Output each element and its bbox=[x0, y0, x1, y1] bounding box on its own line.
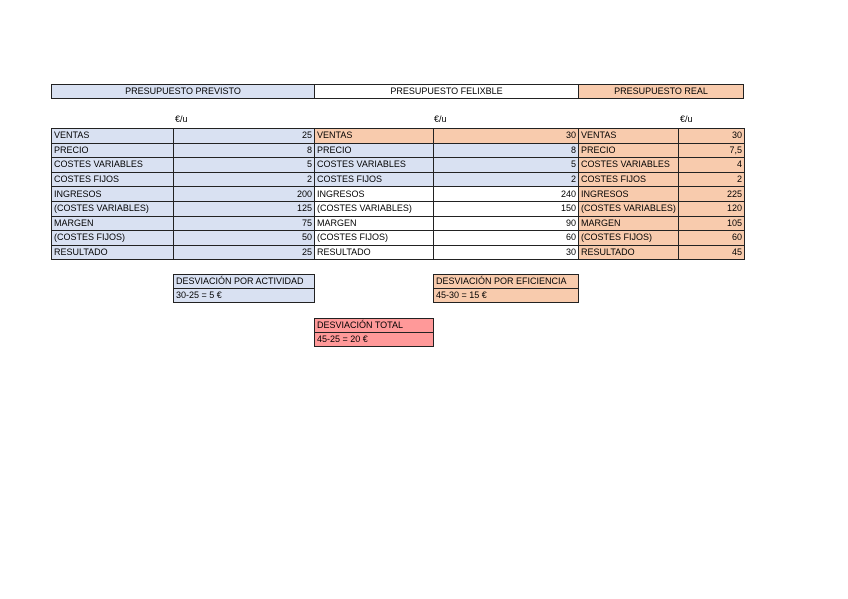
header-presupuesto-flexible: PRESUPUESTO FELIXBLE bbox=[314, 84, 579, 99]
previsto-value: 2 bbox=[173, 171, 315, 188]
flexible-value: 30 bbox=[433, 128, 579, 144]
real-label: COSTES FIJOS bbox=[578, 171, 679, 188]
real-value: 60 bbox=[678, 230, 745, 246]
previsto-value: 75 bbox=[173, 215, 315, 232]
previsto-label: PRECIO bbox=[51, 142, 174, 159]
previsto-label: VENTAS bbox=[51, 128, 174, 144]
real-value: 120 bbox=[678, 200, 745, 217]
real-value: 2 bbox=[678, 171, 745, 188]
flexible-label: COSTES VARIABLES bbox=[314, 157, 434, 173]
table-row: VENTAS 25 VENTAS 30 VENTAS 30 bbox=[51, 128, 745, 144]
table-row: RESULTADO 25 RESULTADO 30 RESULTADO 45 bbox=[51, 244, 745, 261]
real-value: 45 bbox=[678, 244, 745, 261]
real-value: 105 bbox=[678, 215, 745, 232]
deviation-total-title: DESVIACIÓN TOTAL bbox=[314, 318, 434, 333]
table-row: INGRESOS 200 INGRESOS 240 INGRESOS 225 bbox=[51, 186, 745, 202]
table-row: COSTES FIJOS 2 COSTES FIJOS 2 COSTES FIJOS 2 bbox=[51, 171, 745, 188]
unit-label-real: €/u bbox=[680, 114, 693, 124]
table-row: PRECIO 8 PRECIO 8 PRECIO 7,5 bbox=[51, 142, 745, 159]
real-value: 225 bbox=[678, 186, 745, 202]
flexible-label: (COSTES VARIABLES) bbox=[314, 200, 434, 217]
previsto-label: INGRESOS bbox=[51, 186, 174, 202]
unit-label-previsto: €/u bbox=[175, 114, 188, 124]
previsto-value: 50 bbox=[173, 230, 315, 246]
budget-table: VENTAS 25 VENTAS 30 VENTAS 30 PRECIO 8 PRECIO 8 PR… bbox=[51, 128, 745, 261]
flexible-label: RESULTADO bbox=[314, 244, 434, 261]
flexible-label: (COSTES FIJOS) bbox=[314, 230, 434, 246]
header-presupuesto-previsto: PRESUPUESTO PREVISTO bbox=[51, 84, 315, 99]
flexible-label: INGRESOS bbox=[314, 186, 434, 202]
flexible-label: PRECIO bbox=[314, 142, 434, 159]
previsto-label: (COSTES FIJOS) bbox=[51, 230, 174, 246]
flexible-value: 5 bbox=[433, 157, 579, 173]
flexible-value: 8 bbox=[433, 142, 579, 159]
flexible-label: MARGEN bbox=[314, 215, 434, 232]
real-label: MARGEN bbox=[578, 215, 679, 232]
deviation-actividad-value: 30-25 = 5 € bbox=[173, 288, 315, 303]
flexible-value: 240 bbox=[433, 186, 579, 202]
real-value: 4 bbox=[678, 157, 745, 173]
deviation-eficiencia-title: DESVIACIÓN POR EFICIENCIA bbox=[433, 274, 579, 289]
real-label: (COSTES FIJOS) bbox=[578, 230, 679, 246]
unit-label-flexible: €/u bbox=[434, 114, 447, 124]
flexible-value: 30 bbox=[433, 244, 579, 261]
header-presupuesto-real: PRESUPUESTO REAL bbox=[578, 84, 744, 99]
table-row: (COSTES VARIABLES) 125 (COSTES VARIABLES) 1… bbox=[51, 200, 745, 217]
flexible-value: 150 bbox=[433, 200, 579, 217]
previsto-label: RESULTADO bbox=[51, 244, 174, 261]
real-label: RESULTADO bbox=[578, 244, 679, 261]
previsto-value: 25 bbox=[173, 128, 315, 144]
real-label: COSTES VARIABLES bbox=[578, 157, 679, 173]
previsto-value: 8 bbox=[173, 142, 315, 159]
real-value: 30 bbox=[678, 128, 745, 144]
real-label: PRECIO bbox=[578, 142, 679, 159]
table-row: MARGEN 75 MARGEN 90 MARGEN 105 bbox=[51, 215, 745, 232]
previsto-label: COSTES FIJOS bbox=[51, 171, 174, 188]
real-label: INGRESOS bbox=[578, 186, 679, 202]
flexible-label: VENTAS bbox=[314, 128, 434, 144]
table-row: (COSTES FIJOS) 50 (COSTES FIJOS) 60 (COSTES … bbox=[51, 230, 745, 246]
flexible-value: 90 bbox=[433, 215, 579, 232]
flexible-value: 2 bbox=[433, 171, 579, 188]
real-value: 7,5 bbox=[678, 142, 745, 159]
real-label: VENTAS bbox=[578, 128, 679, 144]
real-label: (COSTES VARIABLES) bbox=[578, 200, 679, 217]
previsto-value: 5 bbox=[173, 157, 315, 173]
previsto-value: 200 bbox=[173, 186, 315, 202]
previsto-label: COSTES VARIABLES bbox=[51, 157, 174, 173]
previsto-value: 125 bbox=[173, 200, 315, 217]
deviation-actividad-title: DESVIACIÓN POR ACTIVIDAD bbox=[173, 274, 315, 289]
flexible-value: 60 bbox=[433, 230, 579, 246]
flexible-label: COSTES FIJOS bbox=[314, 171, 434, 188]
deviation-eficiencia-value: 45-30 = 15 € bbox=[433, 288, 579, 303]
table-row: COSTES VARIABLES 5 COSTES VARIABLES 5 COSTES… bbox=[51, 157, 745, 173]
previsto-label: (COSTES VARIABLES) bbox=[51, 200, 174, 217]
deviation-total-value: 45-25 = 20 € bbox=[314, 332, 434, 347]
previsto-value: 25 bbox=[173, 244, 315, 261]
previsto-label: MARGEN bbox=[51, 215, 174, 232]
